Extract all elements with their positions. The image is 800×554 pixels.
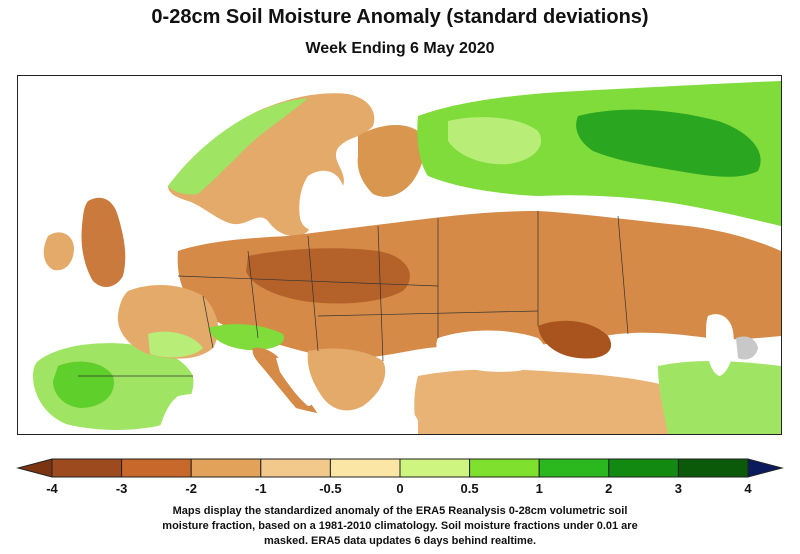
color-scale-swatch-9: [677, 458, 749, 478]
mediterranean-sea: [158, 392, 418, 434]
color-scale-swatch-7: [538, 458, 610, 478]
caption-line-1: Maps display the standardized anomaly of…: [172, 505, 628, 517]
color-scale-swatch-8: [608, 458, 679, 478]
color-scale-swatch-5: [399, 458, 471, 478]
color-scale-swatch-1: [121, 458, 192, 478]
color-scale-tick-6: 0.5: [460, 481, 479, 496]
map-title: 0-28cm Soil Moisture Anomaly (standard d…: [151, 6, 649, 28]
central-europe-land: [177, 211, 781, 359]
iberia-verywet: [53, 361, 114, 408]
color-scale-tick-5: 0: [396, 481, 404, 496]
color-scale-tick-8: 2: [605, 481, 613, 496]
great-britain-land: [81, 197, 126, 288]
color-scale-bar: [16, 458, 784, 478]
central-europe-verydry: [246, 248, 410, 304]
color-scale-tick-7: 1: [535, 481, 543, 496]
norway-wet-coast: [168, 98, 308, 195]
caption-line-3: masked. ERA5 data updates 6 days behind …: [263, 535, 537, 547]
ireland-land: [43, 232, 74, 271]
color-scale-swatch-6: [469, 458, 540, 478]
caption-line-2: moisture fraction, based on a 1981-2010 …: [162, 520, 638, 532]
color-scale-swatch-4: [329, 458, 401, 478]
color-scale-swatch-0: [51, 458, 123, 478]
map-subtitle: Week Ending 6 May 2020: [305, 40, 495, 57]
balkans-land: [307, 348, 386, 411]
finland-land: [357, 124, 425, 197]
france-south-wet: [148, 331, 203, 358]
color-scale-tick-10: 4: [744, 481, 752, 496]
color-scale-tick-9: 3: [674, 481, 683, 496]
masked-area: [736, 336, 758, 360]
turkey-land: [414, 369, 668, 434]
color-scale-under-arrow: [16, 458, 53, 478]
ukraine-verydry: [538, 320, 612, 359]
alps-wet: [208, 324, 284, 351]
color-scale-tick-0: -4: [46, 481, 58, 496]
color-scale-tick-3: -1: [255, 481, 267, 496]
black-sea: [436, 330, 546, 372]
color-scale-tick-2: -2: [185, 481, 197, 496]
color-scale-over-arrow: [747, 458, 784, 478]
color-scale-swatch-3: [260, 458, 331, 478]
color-scale-tick-1: -3: [115, 481, 128, 496]
adriatic-sea: [276, 357, 314, 406]
color-scale-swatch-2: [190, 458, 262, 478]
caucasus-wet: [658, 361, 781, 434]
country-borders: [78, 211, 629, 377]
italy-land: [252, 347, 318, 418]
caspian-sea: [706, 314, 734, 376]
north-russia-wet-patch: [448, 117, 542, 165]
map-caption: Maps display the standardized anomaly of…: [0, 504, 800, 549]
color-scale-swatches: [16, 458, 784, 478]
color-scale-tick-4: -0.5: [319, 481, 342, 496]
soil-moisture-map: [17, 75, 782, 435]
baltic-sea: [299, 170, 345, 231]
north-russia-verywet: [576, 109, 761, 177]
europe-map-svg: [18, 76, 781, 434]
